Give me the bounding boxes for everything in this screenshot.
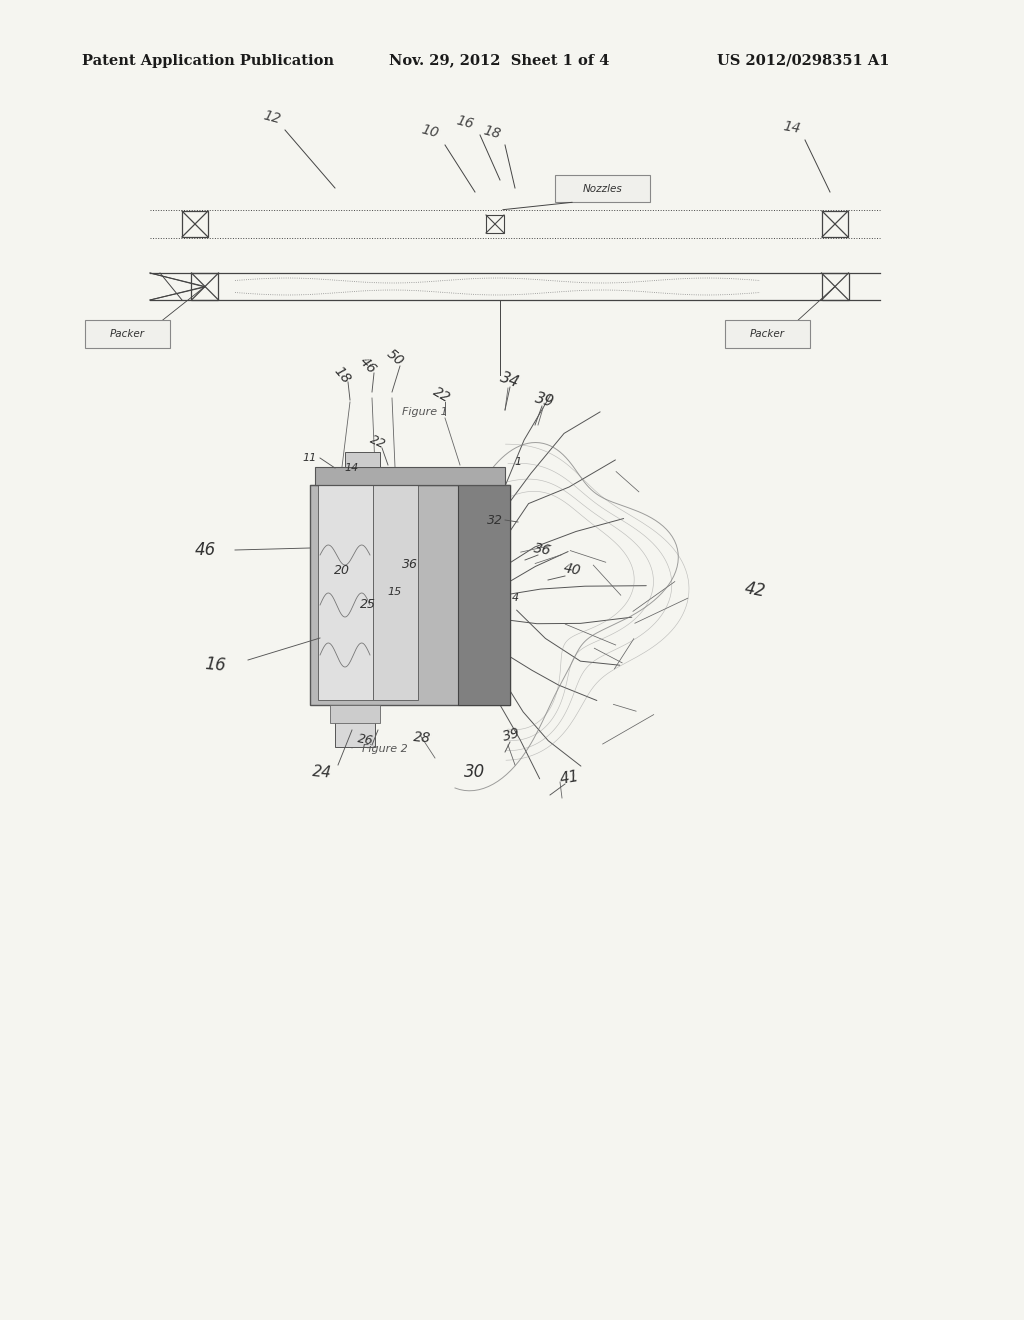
Bar <box>335 705 375 747</box>
Bar <box>486 215 504 234</box>
Text: 18: 18 <box>331 364 353 387</box>
Text: 34: 34 <box>499 370 521 391</box>
Text: 41: 41 <box>559 770 581 787</box>
Text: Nozzles: Nozzles <box>583 183 623 194</box>
Text: 22: 22 <box>431 384 454 405</box>
Text: 25: 25 <box>360 598 376 611</box>
Text: 18: 18 <box>481 123 503 141</box>
Text: 39: 39 <box>502 726 522 744</box>
Text: 14: 14 <box>345 463 359 473</box>
Bar <box>725 319 810 348</box>
Text: 10: 10 <box>420 121 440 140</box>
Text: 32: 32 <box>487 513 503 527</box>
Bar <box>373 484 418 700</box>
Text: 12: 12 <box>261 108 283 125</box>
Text: 40: 40 <box>562 561 582 578</box>
Bar <box>85 319 170 348</box>
Text: 50: 50 <box>384 347 407 370</box>
Text: 20: 20 <box>334 564 350 577</box>
Text: Figure 1: Figure 1 <box>402 407 447 417</box>
Text: Figure 2: Figure 2 <box>362 744 408 754</box>
Text: 22: 22 <box>368 433 388 451</box>
Text: 24: 24 <box>311 764 333 780</box>
Text: 26: 26 <box>356 733 374 748</box>
Text: 36: 36 <box>402 558 418 572</box>
Bar <box>182 211 208 238</box>
Bar <box>821 273 849 300</box>
Text: 16: 16 <box>204 655 226 675</box>
Bar <box>315 467 505 484</box>
Bar <box>555 176 650 202</box>
Text: 42: 42 <box>743 579 767 601</box>
Text: US 2012/0298351 A1: US 2012/0298351 A1 <box>717 54 889 67</box>
Text: 46: 46 <box>356 354 379 376</box>
Bar <box>318 484 373 700</box>
Bar <box>310 484 510 705</box>
Text: Patent Application Publication: Patent Application Publication <box>82 54 334 67</box>
Text: Packer: Packer <box>750 329 785 339</box>
Bar <box>345 451 380 467</box>
Text: 39: 39 <box>534 391 556 409</box>
Text: 28: 28 <box>413 730 431 746</box>
Text: 30: 30 <box>464 763 485 781</box>
Text: 1: 1 <box>514 457 521 467</box>
Bar <box>822 211 848 238</box>
Bar <box>330 705 380 723</box>
Text: 36: 36 <box>532 541 552 558</box>
Text: 11: 11 <box>303 453 317 463</box>
Text: 14: 14 <box>782 119 802 136</box>
Text: 15: 15 <box>388 587 402 597</box>
Text: 46: 46 <box>195 541 216 558</box>
Text: Nov. 29, 2012  Sheet 1 of 4: Nov. 29, 2012 Sheet 1 of 4 <box>389 54 609 67</box>
Bar <box>458 484 510 705</box>
Bar <box>191 273 218 300</box>
Text: Packer: Packer <box>110 329 145 339</box>
Text: 4: 4 <box>511 593 518 603</box>
Text: 16: 16 <box>455 114 475 131</box>
